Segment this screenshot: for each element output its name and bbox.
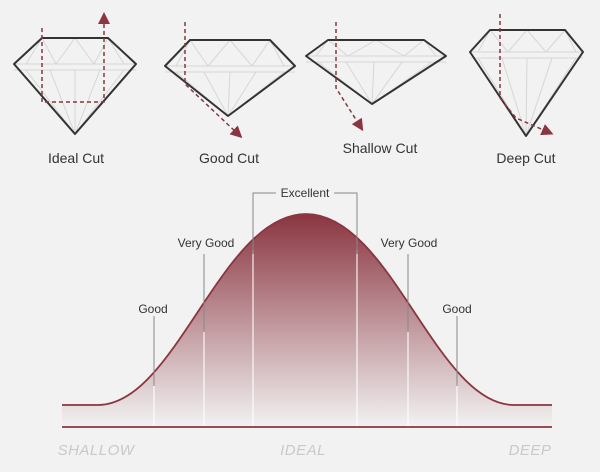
diamond-outline: [13, 37, 137, 135]
diamond-label-deep: Deep Cut: [496, 150, 555, 166]
axis-label-ideal: IDEAL: [280, 442, 326, 459]
grade-label-good-right: Good: [442, 302, 471, 316]
diamond-label-shallow: Shallow Cut: [343, 140, 418, 156]
diamond-label-good: Good Cut: [199, 150, 259, 166]
grade-label-very-good-left: Very Good: [178, 236, 235, 250]
light-path-deep: [499, 14, 554, 136]
diamond-shallow-cut: [305, 22, 447, 132]
light-path-ideal: [41, 11, 110, 103]
grade-leader-lines: [153, 192, 458, 386]
diamond-deep-cut: [469, 14, 584, 137]
diamond-outline: [469, 29, 584, 137]
curve-band-dividers: [153, 250, 458, 427]
axis-label-shallow: SHALLOW: [58, 442, 136, 459]
curve-outline: [62, 213, 552, 406]
diamond-ideal-cut: [13, 11, 137, 135]
grade-label-very-good-right: Very Good: [381, 236, 438, 250]
diamond-good-cut: [164, 22, 296, 139]
bell-curve: Excellent Very Good Very Good Good Good: [62, 186, 552, 428]
diamond-outline: [164, 39, 296, 117]
grade-label-good-left: Good: [138, 302, 167, 316]
axis-label-deep: DEEP: [509, 442, 552, 459]
diamond-label-ideal: Ideal Cut: [48, 150, 104, 166]
diamond-facets: [470, 29, 583, 137]
light-path-shallow: [335, 22, 364, 132]
grade-label-excellent: Excellent: [281, 186, 330, 200]
curve-fill: [62, 214, 552, 427]
diamond-outline: [305, 39, 447, 105]
